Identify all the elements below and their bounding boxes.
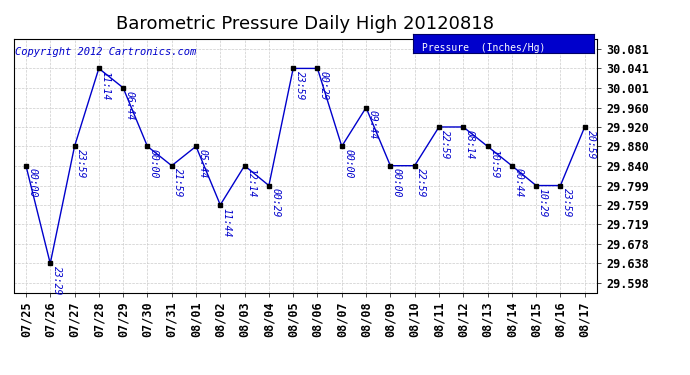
Text: 23:59: 23:59 xyxy=(295,71,304,100)
Text: 00:00: 00:00 xyxy=(343,149,353,178)
Text: 00:29: 00:29 xyxy=(319,71,329,100)
Text: 08:14: 08:14 xyxy=(464,130,475,159)
Text: 23:59: 23:59 xyxy=(562,188,572,218)
Text: 20:59: 20:59 xyxy=(586,130,596,159)
Text: 05:44: 05:44 xyxy=(197,149,208,178)
Text: 12:14: 12:14 xyxy=(246,168,256,198)
Text: 10:29: 10:29 xyxy=(538,188,547,218)
Text: 10:59: 10:59 xyxy=(489,149,499,178)
Text: 11:44: 11:44 xyxy=(221,208,232,237)
Text: 09:44: 09:44 xyxy=(368,110,377,140)
Text: 22:59: 22:59 xyxy=(440,130,451,159)
Text: 11:14: 11:14 xyxy=(100,71,110,100)
Text: 06:44: 06:44 xyxy=(124,90,135,120)
Text: 00:00: 00:00 xyxy=(149,149,159,178)
Text: 21:59: 21:59 xyxy=(173,168,183,198)
Text: 00:44: 00:44 xyxy=(513,168,523,198)
Text: 00:00: 00:00 xyxy=(28,168,37,198)
Text: 00:29: 00:29 xyxy=(270,188,280,218)
Text: 23:29: 23:29 xyxy=(52,266,61,296)
Title: Barometric Pressure Daily High 20120818: Barometric Pressure Daily High 20120818 xyxy=(117,15,494,33)
Text: 22:59: 22:59 xyxy=(416,168,426,198)
Text: 23:59: 23:59 xyxy=(76,149,86,178)
Text: 00:00: 00:00 xyxy=(392,168,402,198)
Text: Copyright 2012 Cartronics.com: Copyright 2012 Cartronics.com xyxy=(15,47,196,57)
